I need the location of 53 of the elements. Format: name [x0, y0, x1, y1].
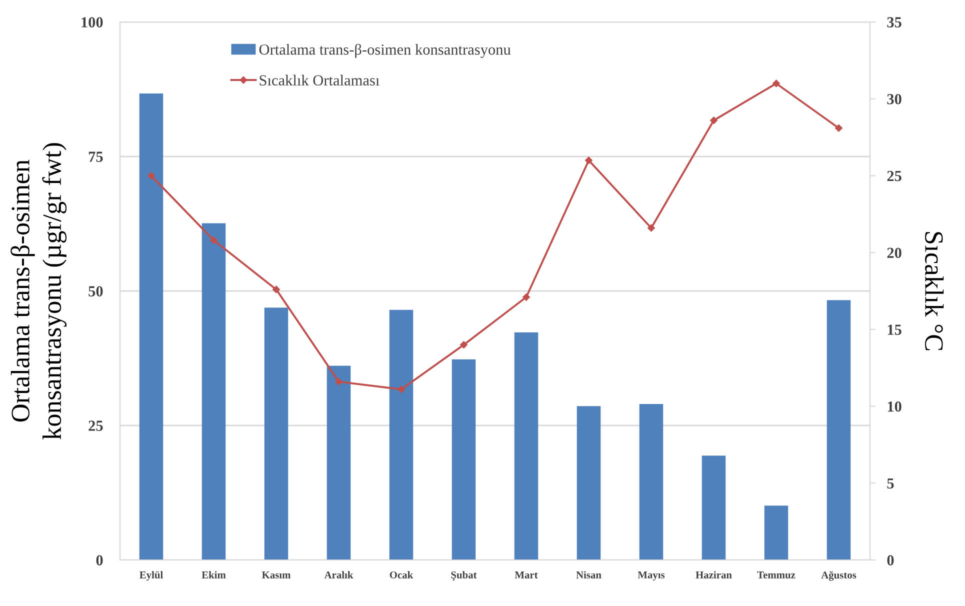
y-tick-label: 100: [82, 17, 103, 28]
point: [585, 156, 592, 164]
x-tick-label: Aralık: [324, 571, 354, 578]
x-tick-label: Temmuz: [757, 572, 796, 578]
bar: [826, 300, 851, 560]
bar: [139, 94, 164, 560]
point: [272, 286, 280, 294]
x-tick-label: Haziran: [696, 571, 732, 578]
y2-tick-label: 15: [888, 324, 902, 335]
y-tick-label: 0: [96, 555, 103, 566]
bar: [764, 506, 788, 560]
x-tick-label: Ekim: [202, 571, 226, 578]
y-axis-title: Ortalama trans-β-osimen konsantrasyonu (µgr/gr fwt): [10, 143, 67, 440]
legend-label: Ortalama trans-β-osimen konsantrasyonu: [259, 44, 511, 58]
x-tick-label: Ağustos: [821, 571, 856, 581]
x-tick-label: Mart: [514, 572, 538, 578]
y2-tick-label: 25: [887, 170, 902, 182]
y-tick-label: 25: [88, 420, 103, 431]
x-tick-label: Mayıs: [638, 571, 665, 581]
bar: [326, 366, 351, 560]
bar: [264, 308, 288, 560]
bar: [639, 404, 664, 560]
point: [460, 341, 468, 348]
y2-tick-label: 10: [888, 401, 902, 412]
x-tick-label: Ocak: [390, 571, 414, 578]
point: [335, 378, 342, 386]
point: [148, 172, 155, 180]
y2-tick-label: 20: [887, 248, 902, 258]
y2-tick-label: 0: [887, 555, 894, 566]
bar: [389, 310, 414, 560]
y2-tick-label: 5: [887, 478, 894, 489]
point: [398, 386, 405, 394]
y2-tick-label: 30: [887, 94, 902, 104]
x-tick-label: Eylül: [140, 571, 163, 581]
x-tick-label: Kasım: [262, 572, 291, 578]
y-tick-label: 50: [88, 286, 103, 296]
legend-label: Sıcaklık Ortalaması: [260, 74, 380, 86]
x-tick-label: Nisan: [576, 571, 602, 578]
x-tick-label: Şubat: [451, 571, 477, 580]
point: [210, 236, 218, 244]
bar: [202, 223, 226, 560]
bar: [576, 406, 601, 560]
bar: [514, 332, 538, 560]
y2-axis-title: Sıcaklık °C: [925, 232, 944, 350]
y2-tick-label: 35: [887, 17, 902, 28]
point: [835, 124, 842, 132]
bar: [452, 359, 476, 560]
point: [648, 224, 655, 232]
bar: [702, 456, 726, 560]
point: [710, 116, 718, 124]
point: [772, 80, 780, 88]
y-tick-label: 75: [88, 152, 103, 162]
point: [522, 294, 530, 301]
